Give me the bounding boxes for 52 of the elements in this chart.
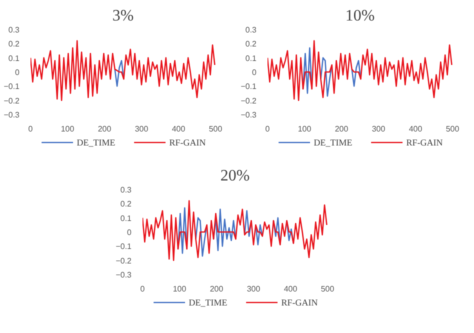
x-tick-label: 300 [372, 124, 386, 134]
y-tick-label: −0.3 [4, 110, 20, 120]
y-tick-label: 0 [127, 228, 132, 237]
line-series [30, 40, 216, 101]
x-tick-label: 200 [334, 124, 349, 134]
x-tick-label: 400 [408, 124, 423, 134]
x-tick-label: 500 [320, 284, 335, 294]
chart-title: 3% [112, 8, 134, 24]
chart-title: 10% [345, 8, 375, 24]
y-tick-label: 0.2 [120, 200, 132, 209]
x-tick-label: 0 [28, 124, 34, 134]
y-tick-label: −0.3 [116, 270, 132, 280]
y-tick-label: 0.1 [8, 54, 20, 63]
legend-label: DE_TIME [76, 138, 116, 148]
x-tick-label: 500 [208, 124, 223, 134]
y-tick-label: −0.2 [240, 96, 258, 106]
line-series [114, 60, 124, 87]
legend-label: RF-GAIN [281, 298, 318, 308]
x-tick-label: 400 [284, 284, 298, 294]
line-series [268, 40, 452, 101]
legend-label: DE_TIME [314, 138, 353, 148]
x-tick-label: 100 [172, 284, 187, 294]
y-tick-label: −0.1 [240, 82, 258, 92]
y-tick-label: 0.1 [245, 54, 258, 63]
y-tick-label: 0.3 [8, 26, 20, 34]
x-tick-label: 300 [246, 284, 261, 294]
x-tick-label: 300 [134, 124, 149, 134]
y-tick-label: 0 [15, 68, 20, 77]
legend-label: RF-GAIN [406, 138, 444, 148]
x-tick-label: 0 [265, 124, 270, 134]
y-tick-label: −0.2 [116, 256, 132, 266]
y-tick-label: 0.1 [120, 214, 132, 223]
y-tick-label: 0.3 [120, 186, 132, 194]
y-tick-label: −0.3 [240, 110, 258, 120]
line-series [142, 200, 328, 261]
y-tick-label: 0.2 [245, 40, 258, 49]
y-tick-label: −0.2 [4, 96, 20, 106]
x-tick-label: 200 [98, 124, 112, 134]
x-tick-label: 100 [60, 124, 75, 134]
legend-label: DE_TIME [188, 298, 228, 308]
x-tick-label: 200 [210, 284, 224, 294]
y-tick-label: 0.2 [8, 40, 20, 49]
chart-title: 20% [220, 168, 250, 184]
y-tick-label: 0.3 [245, 26, 258, 34]
x-tick-label: 100 [298, 124, 312, 134]
y-tick-label: −0.1 [116, 242, 132, 252]
x-tick-label: 500 [446, 124, 460, 134]
x-tick-label: 0 [140, 284, 146, 294]
legend-label: RF-GAIN [169, 138, 206, 148]
y-tick-label: −0.1 [4, 82, 20, 92]
y-tick-label: 0 [252, 68, 258, 77]
x-tick-label: 400 [172, 124, 186, 134]
